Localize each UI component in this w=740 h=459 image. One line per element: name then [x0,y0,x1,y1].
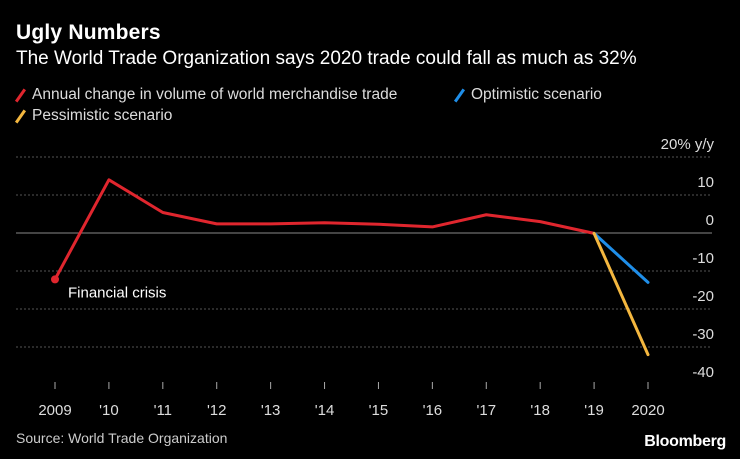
bloomberg-logo: Bloomberg [644,433,726,450]
x-tick-label: '19 [584,402,604,419]
series-line-2 [592,231,650,357]
chart-title: Ugly Numbers [16,21,161,44]
x-tick-label: '14 [315,402,335,419]
x-tick-label: '15 [369,402,389,419]
x-tick-label: '18 [530,402,550,419]
legend-label: Pessimistic scenario [32,107,173,124]
series-line-1 [592,231,650,284]
legend-label: Optimistic scenario [471,86,602,103]
source-note: Source: World Trade Organization [16,430,228,446]
annotation-label: Financial crisis [68,284,166,301]
x-tick-label: '12 [207,402,227,419]
x-tick-label: 2009 [38,402,71,419]
y-tick-label: -40 [692,364,714,381]
x-tick-label: '16 [423,402,443,419]
x-tick-label: '11 [154,402,172,419]
x-tick-label: '13 [261,402,281,419]
financial-crisis-marker [51,275,59,284]
legend-item-optimistic: Optimistic scenario [453,86,602,104]
y-tick-label: 0 [706,212,714,229]
y-tick-label: 20% y/y [661,136,715,153]
y-tick-label: -20 [692,288,714,305]
y-tick-label: -10 [692,250,714,267]
legend-label: Annual change in volume of world merchan… [32,86,398,103]
x-tick-label: '17 [476,402,496,419]
y-tick-label: 10 [697,174,714,191]
legend-item-pessimistic: Pessimistic scenario [14,107,173,125]
x-tick-label: 2020 [631,402,664,419]
y-tick-label: -30 [692,326,714,343]
chart-subtitle: The World Trade Organization says 2020 t… [16,48,637,69]
legend-item-annual-change: Annual change in volume of world merchan… [14,86,398,104]
x-tick-label: '10 [99,402,119,419]
